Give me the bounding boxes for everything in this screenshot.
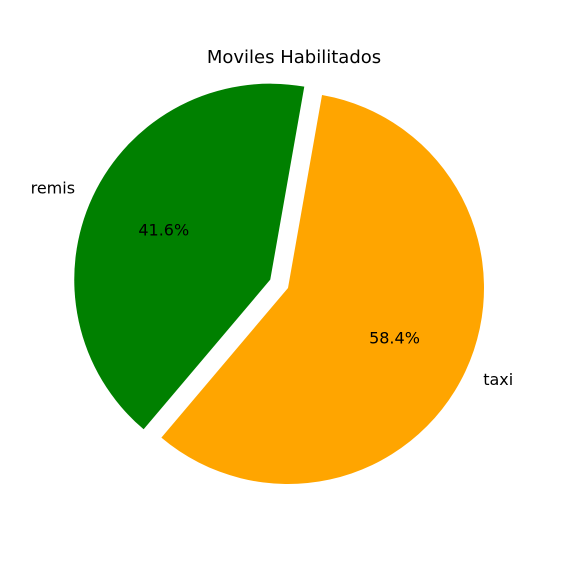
slice-label-remis: remis xyxy=(31,179,75,198)
pie-slice-remis xyxy=(74,83,305,430)
slice-label-taxi: taxi xyxy=(483,370,513,389)
pie-slices xyxy=(74,83,485,485)
pie-labels: remis 41.6% taxi 58.4% xyxy=(31,179,514,389)
pie-slice-taxi xyxy=(161,94,485,485)
slice-percent-taxi: 58.4% xyxy=(369,328,420,347)
chart-title: Moviles Habilitados xyxy=(207,47,381,68)
slice-percent-remis: 41.6% xyxy=(138,220,189,239)
